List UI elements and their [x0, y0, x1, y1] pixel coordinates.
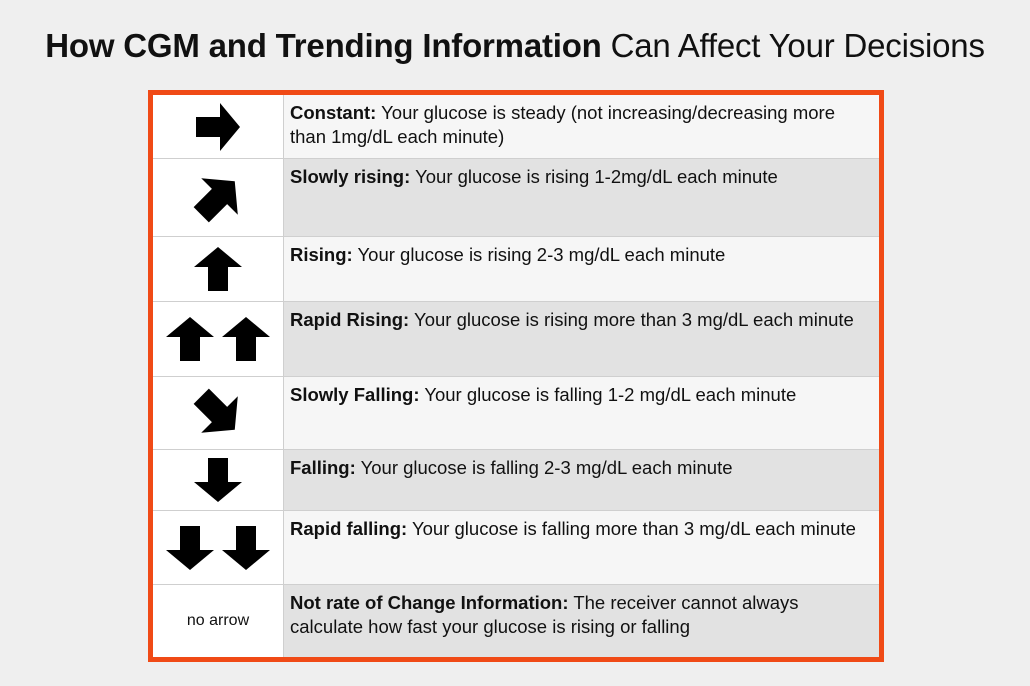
description-cell: Constant: Your glucose is steady (not in… [284, 95, 879, 158]
description-cell: Rising: Your glucose is rising 2-3 mg/dL… [284, 237, 879, 301]
table-row: Slowly rising: Your glucose is rising 1-… [153, 158, 879, 236]
description-cell: Rapid falling: Your glucose is falling m… [284, 511, 879, 584]
table-row: no arrow Not rate of Change Information:… [153, 584, 879, 657]
table-row: Rising: Your glucose is rising 2-3 mg/dL… [153, 236, 879, 301]
arrow-down-icon [166, 525, 214, 570]
trend-term: Constant: [290, 102, 377, 123]
table-row: Rapid falling: Your glucose is falling m… [153, 510, 879, 584]
icon-cell [153, 237, 284, 301]
description-cell: Rapid Rising: Your glucose is rising mor… [284, 302, 879, 376]
arrow-down-icon [222, 525, 270, 570]
icon-cell [153, 377, 284, 449]
trend-term: Rapid falling: [290, 518, 408, 539]
description-cell: Falling: Your glucose is falling 2-3 mg/… [284, 450, 879, 510]
arrow-down-right-icon [193, 388, 238, 433]
trend-arrow-table: Constant: Your glucose is steady (not in… [148, 90, 884, 662]
trend-description: The receiver cannot always calculate how… [290, 592, 799, 637]
table-row: Constant: Your glucose is steady (not in… [153, 95, 879, 158]
icon-cell [153, 95, 284, 158]
description-cell: Slowly Falling: Your glucose is falling … [284, 377, 879, 449]
trend-term: Not rate of Change Information: [290, 592, 569, 613]
table-row: Rapid Rising: Your glucose is rising mor… [153, 301, 879, 376]
trend-term: Rising: [290, 244, 353, 265]
trend-description: Your glucose is rising 1-2mg/dL each min… [415, 166, 778, 187]
icon-cell [153, 302, 284, 376]
arrow-down-icon [194, 458, 242, 502]
arrow-up-icon [166, 317, 214, 361]
arrow-right-icon [196, 102, 240, 151]
icon-cell: no arrow [153, 585, 284, 657]
arrow-up-icon [222, 317, 270, 361]
trend-description: Your glucose is falling 1-2 mg/dL each m… [424, 384, 797, 405]
page-title: How CGM and Trending Information Can Aff… [0, 26, 1030, 66]
trend-term: Slowly rising: [290, 166, 411, 187]
trend-description: Your glucose is falling 2-3 mg/dL each m… [360, 457, 733, 478]
description-cell: Not rate of Change Information: The rece… [284, 585, 879, 657]
trend-description: Your glucose is falling more than 3 mg/d… [411, 518, 856, 539]
trend-description: Your glucose is rising more than 3 mg/dL… [414, 309, 854, 330]
double-arrow-down-icon [164, 522, 272, 574]
no-arrow-label: no arrow [186, 612, 250, 629]
arrow-up-right-icon [193, 177, 238, 222]
page-title-bold: How CGM and Trending Information [45, 27, 602, 64]
double-arrow-up-icon [164, 313, 272, 365]
trend-term: Slowly Falling: [290, 384, 420, 405]
description-cell: Slowly rising: Your glucose is rising 1-… [284, 159, 879, 236]
icon-cell [153, 450, 284, 510]
table-row: Falling: Your glucose is falling 2-3 mg/… [153, 449, 879, 510]
trend-term: Rapid Rising: [290, 309, 410, 330]
icon-cell [153, 511, 284, 584]
icon-cell [153, 159, 284, 236]
page-title-regular: Can Affect Your Decisions [610, 27, 985, 64]
table-row: Slowly Falling: Your glucose is falling … [153, 376, 879, 449]
trend-term: Falling: [290, 457, 356, 478]
arrow-up-icon [194, 247, 242, 291]
trend-description: Your glucose is rising 2-3 mg/dL each mi… [357, 244, 726, 265]
trend-description: Your glucose is steady (not increasing/d… [290, 102, 835, 147]
